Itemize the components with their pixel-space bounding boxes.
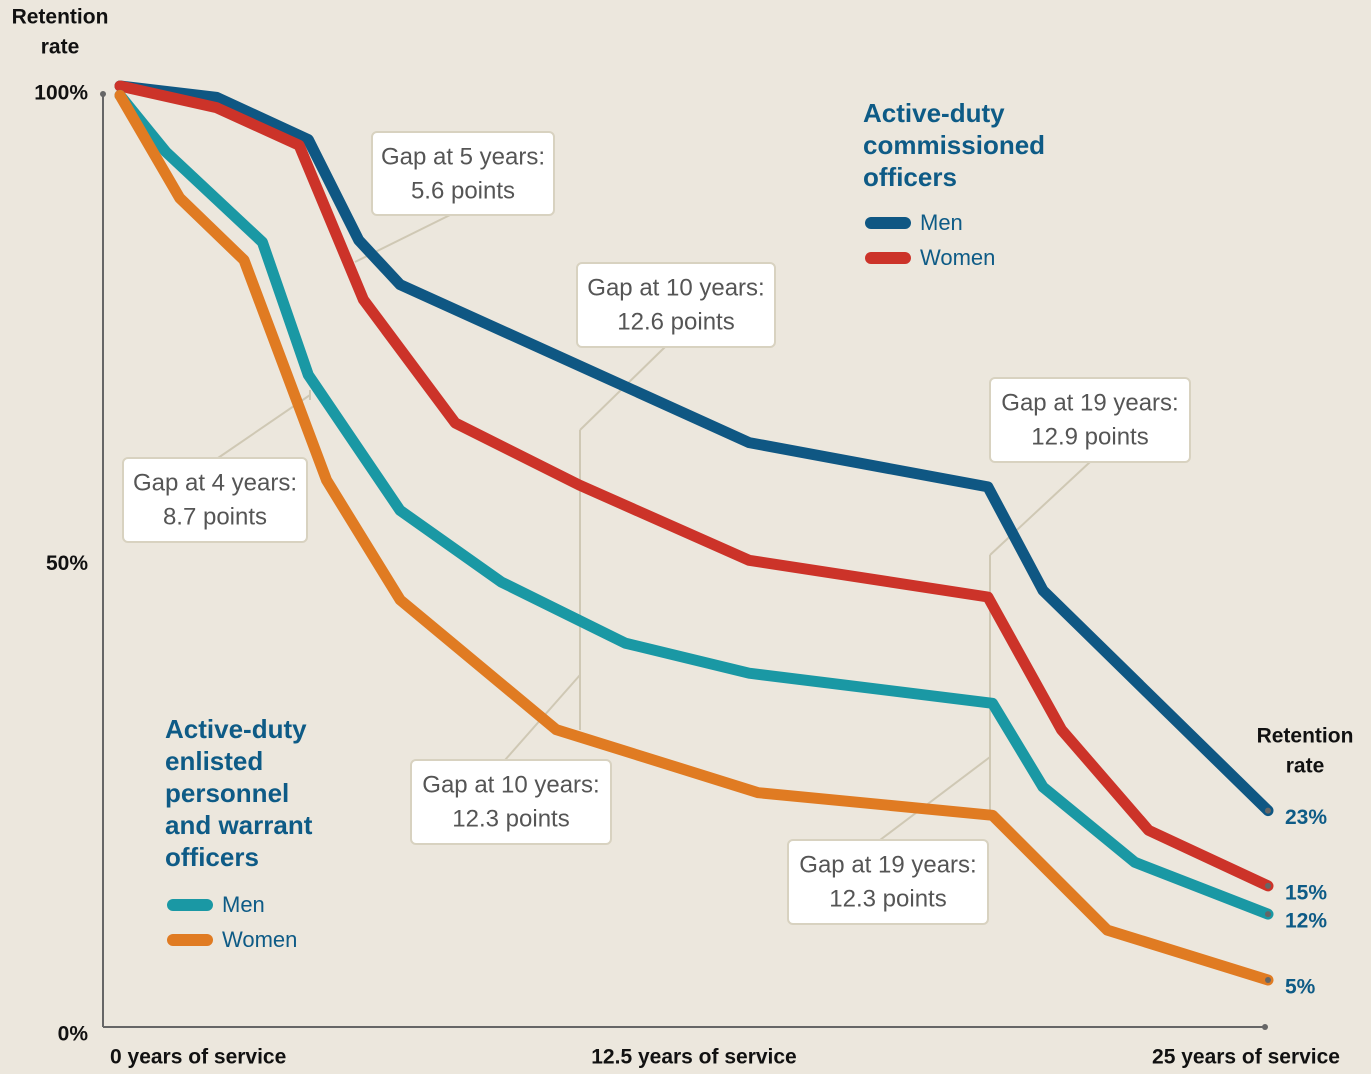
end-axis-label: Retention	[1257, 725, 1354, 748]
end-dot	[1265, 976, 1271, 983]
axis-dot	[1262, 1024, 1268, 1030]
value-label: 5%	[1285, 975, 1316, 998]
series-line	[114, 89, 1274, 920]
end-dot	[1265, 911, 1271, 918]
x-tick-label: 0 years of service	[110, 1046, 286, 1069]
end-axis-label: rate	[1286, 755, 1325, 778]
x-tick-label: 25 years of service	[1152, 1046, 1340, 1069]
series-line	[114, 80, 1274, 892]
y-tick-label: 50%	[46, 552, 88, 575]
annotation-box	[122, 457, 308, 543]
series-line	[114, 89, 1274, 986]
legend-title: commissioned	[863, 130, 1045, 160]
annotation-text: Gap at 5 years:	[381, 143, 545, 170]
y-tick-label: 100%	[34, 82, 88, 105]
value-label: 12%	[1285, 910, 1327, 933]
annotation-text: Gap at 10 years:	[422, 771, 599, 798]
end-dot	[1265, 807, 1271, 814]
axis-dot	[100, 91, 106, 97]
annotation-text: 12.3 points	[452, 805, 569, 832]
annotation-text: 12.3 points	[829, 885, 946, 912]
legend-label: Men	[920, 210, 963, 235]
legend-title: officers	[863, 162, 957, 192]
annotation-box	[576, 262, 776, 348]
legend-title: officers	[165, 842, 259, 872]
annotation-text: 8.7 points	[163, 503, 267, 530]
x-tick-label: 12.5 years of service	[591, 1046, 797, 1069]
series-line	[114, 80, 1274, 817]
annotation-text: Gap at 4 years:	[133, 469, 297, 496]
value-label: 23%	[1285, 806, 1327, 829]
annotation-text: 12.9 points	[1031, 423, 1148, 450]
annotation-text: Gap at 19 years:	[1001, 389, 1178, 416]
legend-label: Women	[920, 245, 995, 270]
annotation-text: 12.6 points	[617, 308, 734, 335]
leader-line	[879, 756, 991, 841]
legend-label: Men	[222, 892, 265, 917]
legend-title: Active-duty	[165, 714, 307, 744]
legend-title: personnel	[165, 778, 289, 808]
annotation-box	[410, 759, 612, 845]
annotation-text: Gap at 19 years:	[799, 851, 976, 878]
legend-title: enlisted	[165, 746, 263, 776]
end-dot	[1265, 882, 1271, 889]
y-axis-label: Retention	[12, 6, 109, 29]
leader-line	[989, 461, 1091, 556]
annotation-text: 5.6 points	[411, 177, 515, 204]
legend-label: Women	[222, 927, 297, 952]
annotation-box	[371, 131, 555, 216]
y-axis-label: rate	[41, 36, 80, 59]
value-label: 15%	[1285, 881, 1327, 904]
annotation-box	[787, 839, 989, 925]
legend-title: Active-duty	[863, 98, 1005, 128]
annotation-text: Gap at 10 years:	[587, 274, 764, 301]
y-tick-label: 0%	[58, 1023, 89, 1046]
legend-title: and warrant	[165, 810, 313, 840]
annotation-box	[989, 377, 1191, 463]
